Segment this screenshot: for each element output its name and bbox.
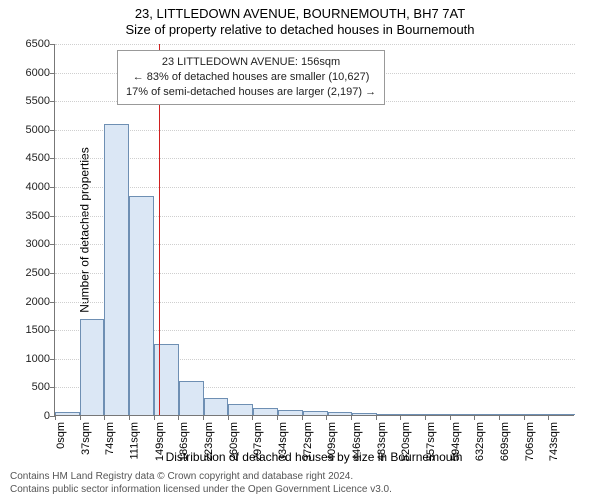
y-tick-mark xyxy=(50,130,55,131)
y-tick-label: 6500 xyxy=(10,38,50,50)
histogram-bar xyxy=(278,410,303,415)
gridline xyxy=(55,187,575,188)
footer-line-1: Contains HM Land Registry data © Crown c… xyxy=(10,471,590,484)
footer-attribution: Contains HM Land Registry data © Crown c… xyxy=(10,471,590,496)
histogram-bar xyxy=(253,408,278,415)
x-tick-mark xyxy=(302,415,303,420)
annotation-line-2: ← 83% of detached houses are smaller (10… xyxy=(126,70,376,85)
chart-area: 0sqm37sqm74sqm111sqm149sqm186sqm223sqm26… xyxy=(54,44,574,416)
y-tick-mark xyxy=(50,387,55,388)
histogram-bar xyxy=(55,412,80,415)
x-tick-mark xyxy=(524,415,525,420)
histogram-bar xyxy=(476,414,501,415)
x-tick-mark xyxy=(203,415,204,420)
histogram-bar xyxy=(451,414,476,415)
histogram-bar xyxy=(402,414,427,415)
x-tick-mark xyxy=(400,415,401,420)
x-tick-mark xyxy=(104,415,105,420)
footer-line-2: Contains public sector information licen… xyxy=(10,484,590,497)
y-tick-mark xyxy=(50,44,55,45)
y-tick-label: 1500 xyxy=(10,324,50,336)
histogram-bar xyxy=(104,124,129,415)
x-tick-mark xyxy=(326,415,327,420)
y-tick-label: 4500 xyxy=(10,152,50,164)
histogram-bar xyxy=(179,381,204,415)
x-tick-mark xyxy=(55,415,56,420)
x-axis-label: Distribution of detached houses by size … xyxy=(54,450,574,464)
x-tick-mark xyxy=(548,415,549,420)
histogram-bar xyxy=(80,319,105,415)
annotation-box: 23 LITTLEDOWN AVENUE: 156sqm← 83% of det… xyxy=(117,50,385,105)
gridline xyxy=(55,130,575,131)
histogram-bar xyxy=(550,414,575,415)
y-tick-label: 5500 xyxy=(10,95,50,107)
y-tick-mark xyxy=(50,273,55,274)
histogram-bar xyxy=(328,412,353,415)
y-tick-mark xyxy=(50,216,55,217)
x-tick-mark xyxy=(376,415,377,420)
y-tick-label: 1000 xyxy=(10,353,50,365)
histogram-bar xyxy=(228,404,253,415)
x-tick-mark xyxy=(425,415,426,420)
y-tick-label: 6000 xyxy=(10,67,50,79)
x-tick-mark xyxy=(129,415,130,420)
y-tick-mark xyxy=(50,330,55,331)
plot-area: 0sqm37sqm74sqm111sqm149sqm186sqm223sqm26… xyxy=(54,44,574,416)
gridline xyxy=(55,158,575,159)
y-tick-mark xyxy=(50,73,55,74)
y-tick-label: 4000 xyxy=(10,181,50,193)
y-tick-mark xyxy=(50,244,55,245)
y-tick-label: 3000 xyxy=(10,238,50,250)
x-tick-label: 0sqm xyxy=(55,422,67,449)
x-tick-mark xyxy=(178,415,179,420)
histogram-bar xyxy=(426,414,451,415)
histogram-bar xyxy=(303,411,328,415)
x-tick-mark xyxy=(499,415,500,420)
x-tick-mark xyxy=(474,415,475,420)
y-tick-mark xyxy=(50,187,55,188)
x-tick-mark xyxy=(252,415,253,420)
y-tick-mark xyxy=(50,359,55,360)
histogram-bar xyxy=(129,196,154,415)
y-tick-label: 3500 xyxy=(10,210,50,222)
x-tick-mark xyxy=(80,415,81,420)
chart-title-block: 23, LITTLEDOWN AVENUE, BOURNEMOUTH, BH7 … xyxy=(0,0,600,39)
y-tick-label: 500 xyxy=(10,381,50,393)
x-tick-mark xyxy=(450,415,451,420)
y-tick-mark xyxy=(50,158,55,159)
y-tick-mark xyxy=(50,101,55,102)
title-line-2: Size of property relative to detached ho… xyxy=(0,22,600,38)
y-tick-label: 2500 xyxy=(10,267,50,279)
title-line-1: 23, LITTLEDOWN AVENUE, BOURNEMOUTH, BH7 … xyxy=(0,6,600,22)
y-tick-label: 0 xyxy=(10,410,50,422)
gridline xyxy=(55,44,575,45)
y-tick-label: 2000 xyxy=(10,296,50,308)
x-tick-mark xyxy=(154,415,155,420)
histogram-bar xyxy=(204,398,229,415)
histogram-bar xyxy=(501,414,526,415)
x-tick-mark xyxy=(351,415,352,420)
histogram-bar xyxy=(352,413,377,415)
y-tick-mark xyxy=(50,302,55,303)
x-tick-mark xyxy=(277,415,278,420)
histogram-bar xyxy=(526,414,551,415)
x-tick-mark xyxy=(228,415,229,420)
histogram-bar xyxy=(377,414,402,415)
annotation-line-3: 17% of semi-detached houses are larger (… xyxy=(126,85,376,100)
y-tick-label: 5000 xyxy=(10,124,50,136)
annotation-line-1: 23 LITTLEDOWN AVENUE: 156sqm xyxy=(126,55,376,70)
